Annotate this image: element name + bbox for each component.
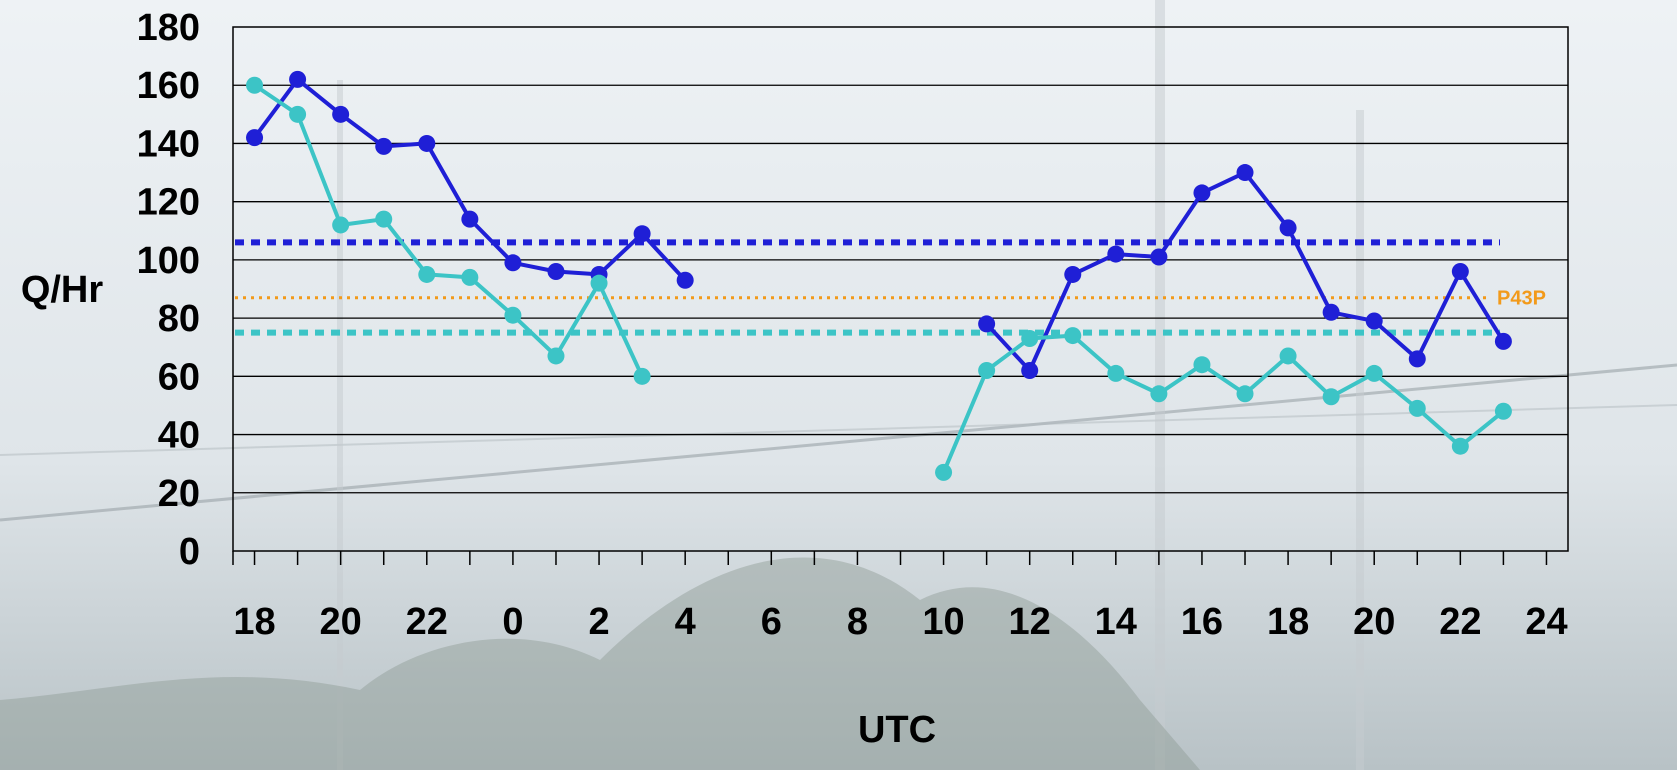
- x-tick-label: 8: [847, 601, 868, 643]
- data-point: [1494, 402, 1512, 420]
- data-point: [1021, 329, 1039, 347]
- x-tick-label: 18: [1267, 601, 1309, 643]
- data-point: [332, 216, 350, 234]
- data-point: [1193, 356, 1211, 374]
- data-point: [332, 105, 350, 123]
- y-tick-label: 40: [158, 415, 200, 457]
- data-point: [1193, 184, 1211, 202]
- data-point: [1408, 350, 1426, 368]
- x-tick-label: 4: [675, 601, 696, 643]
- x-tick-label: 12: [1009, 601, 1051, 643]
- x-tick-label: 20: [320, 601, 362, 643]
- data-point: [1322, 388, 1340, 406]
- data-point: [246, 129, 264, 147]
- data-point: [461, 268, 479, 286]
- data-point: [1322, 303, 1340, 321]
- x-tick-label: 18: [233, 601, 275, 643]
- data-point: [418, 265, 436, 283]
- x-axis-title: UTC: [858, 709, 936, 751]
- data-point: [1107, 364, 1125, 382]
- y-tick-label: 140: [137, 123, 200, 165]
- data-point: [1451, 437, 1469, 455]
- data-point: [633, 225, 651, 243]
- data-point: [1064, 327, 1082, 345]
- data-point: [375, 210, 393, 228]
- x-tick-label: 10: [922, 601, 964, 643]
- data-point: [978, 315, 996, 333]
- data-point: [935, 463, 953, 481]
- data-point: [418, 134, 436, 152]
- y-tick-label: 0: [179, 531, 200, 573]
- data-point: [1279, 347, 1297, 365]
- x-tick-label: 22: [406, 601, 448, 643]
- data-point: [1107, 245, 1125, 263]
- x-tick-label: 6: [761, 601, 782, 643]
- x-tick-label: 20: [1353, 601, 1395, 643]
- data-point: [1150, 385, 1168, 403]
- series-line: [253, 83, 644, 378]
- data-point: [1365, 364, 1383, 382]
- data-point: [1236, 164, 1254, 182]
- data-point: [1451, 263, 1469, 281]
- data-point: [289, 105, 307, 123]
- data-point: [547, 347, 565, 365]
- x-tick-label: 16: [1181, 601, 1223, 643]
- data-point: [289, 70, 307, 88]
- data-point: [547, 263, 565, 281]
- x-tick-label: 14: [1095, 601, 1137, 643]
- data-point: [461, 210, 479, 228]
- data-point: [1150, 248, 1168, 266]
- x-tick-label: 2: [588, 601, 609, 643]
- x-tick-label: 0: [502, 601, 523, 643]
- data-point: [978, 362, 996, 380]
- y-tick-label: 160: [137, 65, 200, 107]
- y-tick-label: 180: [137, 7, 200, 49]
- y-tick-label: 60: [158, 356, 200, 398]
- data-point: [1279, 219, 1297, 237]
- data-point: [246, 76, 264, 94]
- data-point: [504, 306, 522, 324]
- data-point: [1408, 399, 1426, 417]
- data-point: [375, 137, 393, 155]
- x-tick-label: 24: [1525, 601, 1567, 643]
- data-point: [1236, 385, 1254, 403]
- x-tick-label: 22: [1439, 601, 1481, 643]
- data-point: [504, 254, 522, 272]
- y-tick-label: 120: [137, 182, 200, 224]
- data-point: [590, 274, 608, 292]
- reference-line-label: P43P: [1497, 288, 1546, 310]
- data-point: [1365, 312, 1383, 330]
- data-point: [1494, 332, 1512, 350]
- data-point: [676, 271, 694, 289]
- y-tick-label: 20: [158, 473, 200, 515]
- y-tick-label: 100: [137, 240, 200, 282]
- data-point: [1021, 362, 1039, 380]
- data-point: [633, 367, 651, 385]
- data-point: [1064, 265, 1082, 283]
- y-axis-title: Q/Hr: [21, 269, 104, 311]
- y-tick-label: 80: [158, 298, 200, 340]
